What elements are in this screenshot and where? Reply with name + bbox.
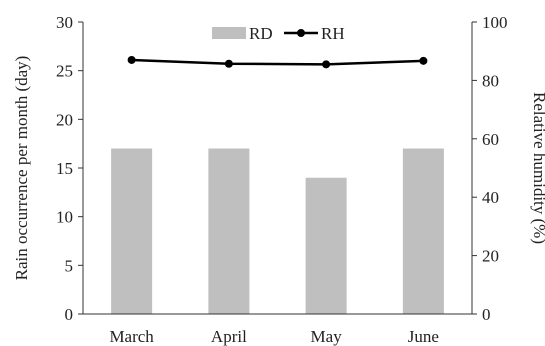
left-tick-label: 15 — [56, 159, 73, 178]
right-tick-label: 80 — [482, 71, 499, 90]
legend-rh-label: RH — [321, 24, 345, 43]
x-axis: March April May June — [83, 313, 472, 346]
rh-point-may — [322, 60, 331, 69]
right-tick-label: 40 — [482, 188, 499, 207]
legend-rh-marker — [297, 29, 305, 37]
bar-may — [305, 177, 347, 314]
left-tick-label: 10 — [56, 208, 73, 227]
right-y-axis: 0 20 40 60 80 100 — [471, 13, 508, 324]
bar-march — [111, 148, 153, 314]
plot-area — [111, 55, 444, 314]
legend-rd-label: RD — [249, 24, 273, 43]
left-axis-title: Rain occurrence per month (day) — [12, 56, 31, 281]
x-tick-label: April — [211, 327, 247, 346]
right-tick-label: 100 — [482, 13, 508, 32]
x-tick-label: May — [311, 327, 343, 346]
left-tick-label: 30 — [56, 13, 73, 32]
legend: RD RH — [212, 24, 345, 43]
x-tick-label: March — [109, 327, 154, 346]
left-y-axis: 0 5 10 15 20 25 30 — [56, 13, 84, 324]
rh-point-june — [419, 56, 428, 65]
right-tick-label: 20 — [482, 247, 499, 266]
bar-june — [402, 148, 444, 314]
left-tick-label: 25 — [56, 62, 73, 81]
left-tick-label: 5 — [65, 256, 74, 275]
legend-rd-swatch — [212, 27, 246, 39]
left-tick-label: 0 — [65, 305, 74, 324]
right-axis-title: Relative humidity (%) — [530, 92, 545, 244]
left-tick-label: 20 — [56, 110, 73, 129]
rh-point-march — [127, 55, 136, 64]
bar-april — [208, 148, 250, 314]
x-tick-label: June — [408, 327, 439, 346]
right-tick-label: 0 — [482, 305, 491, 324]
rh-point-april — [224, 59, 233, 68]
right-tick-label: 60 — [482, 130, 499, 149]
rh-series-line — [131, 58, 424, 66]
